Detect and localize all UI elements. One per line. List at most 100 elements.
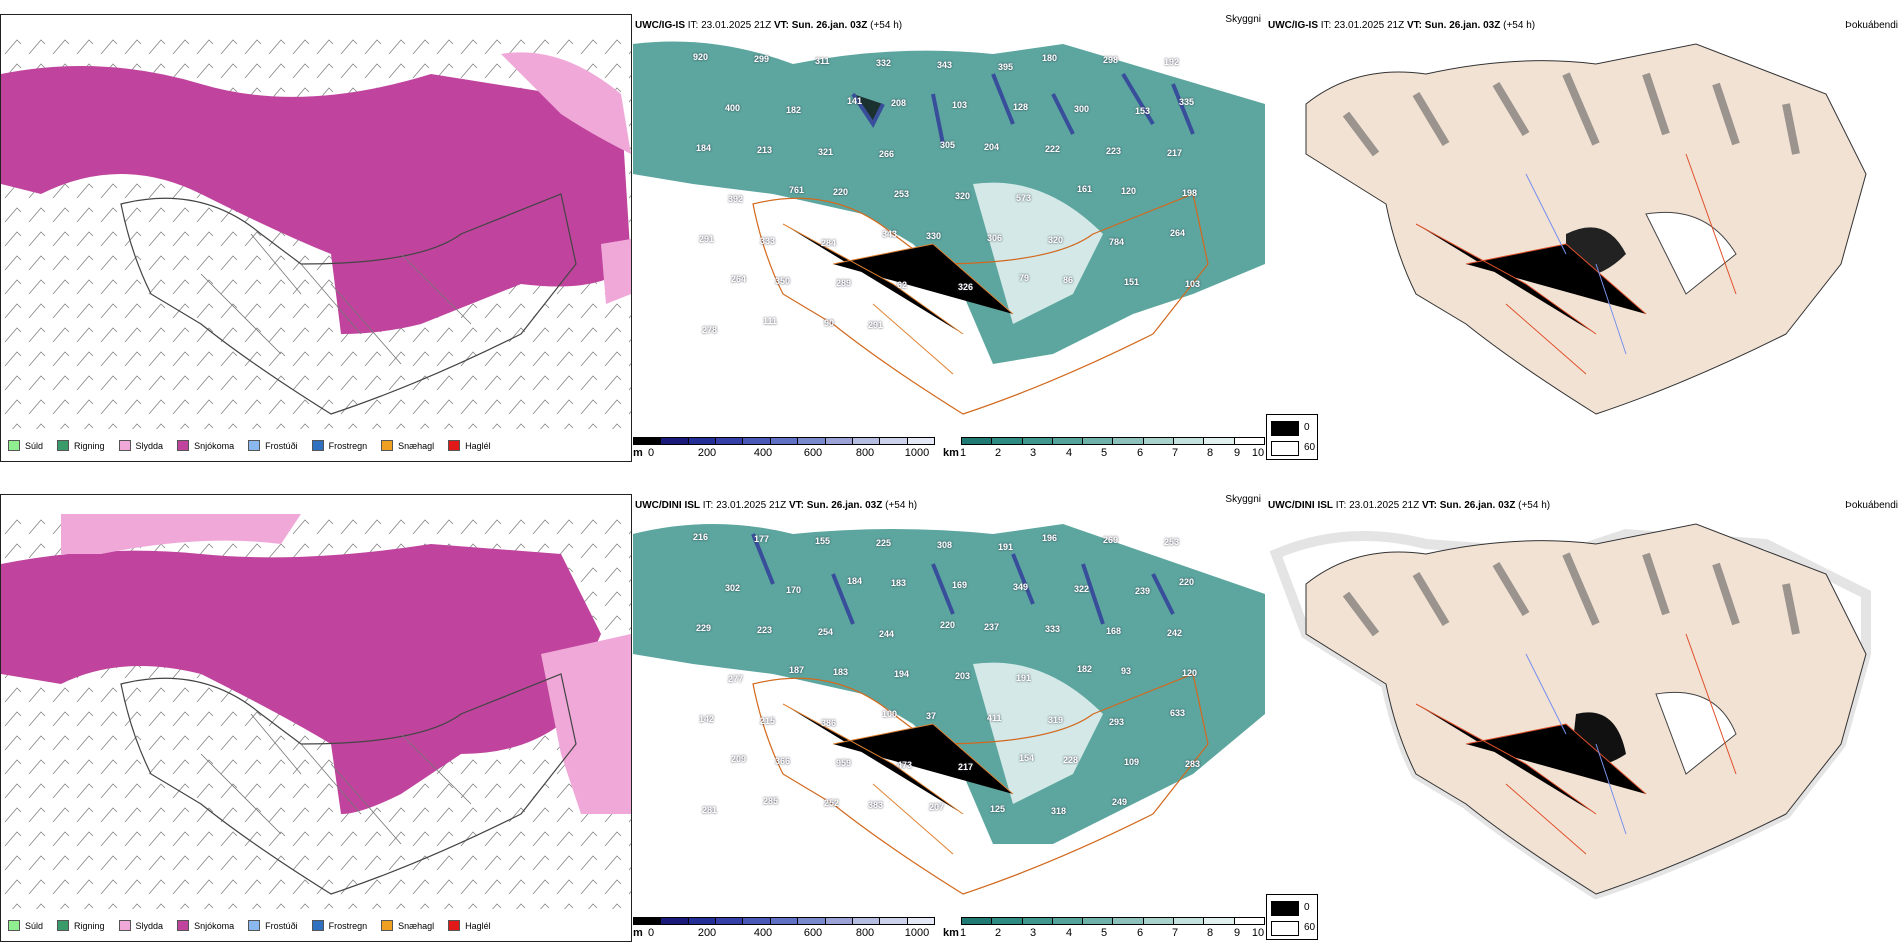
legend-swatch xyxy=(381,920,394,931)
peak-height-label: 191 xyxy=(1016,673,1032,683)
init-time: 23.01.2025 21Z xyxy=(701,20,772,31)
colorbar-cell xyxy=(634,438,662,444)
peak-height-label: 154 xyxy=(1019,753,1035,763)
peak-height-label: 222 xyxy=(1045,144,1061,154)
peak-height-label: 326 xyxy=(958,282,974,292)
tick-label: 8 xyxy=(1206,927,1214,939)
peak-height-label: 278 xyxy=(702,325,718,335)
peak-height-label: 217 xyxy=(1167,148,1183,158)
tick-label: 4 xyxy=(1065,927,1073,939)
legend-item: Rigning xyxy=(57,920,105,931)
tick-label: 5 xyxy=(1100,447,1108,459)
peak-height-label: 120 xyxy=(1182,668,1198,678)
colorbar-cell xyxy=(743,438,771,444)
tick-label: 5 xyxy=(1100,927,1108,939)
legend-item: Frostregn xyxy=(311,920,367,931)
peak-height-label: 400 xyxy=(725,103,741,113)
legend-swatch xyxy=(8,920,20,931)
colorbar-cell xyxy=(1234,438,1264,444)
peak-height-label: 86 xyxy=(1063,275,1074,285)
peak-height-label: 959 xyxy=(836,758,852,768)
legend-label: Frostregn xyxy=(328,440,368,451)
fog-value-60: 60 xyxy=(1304,922,1316,933)
legend-item: Frostregn xyxy=(311,440,368,451)
tick-label: 2 xyxy=(994,927,1002,939)
legend-item: Snjókoma xyxy=(177,440,234,451)
peak-height-label: 300 xyxy=(1074,104,1090,114)
peak-height-label: 298 xyxy=(1103,55,1119,65)
colorbar-cell xyxy=(688,438,717,444)
peak-height-label: 242 xyxy=(1167,628,1183,638)
peak-height-label: 90 xyxy=(824,318,835,328)
it-label: IT: xyxy=(687,20,699,31)
peak-height-label: 100 xyxy=(882,709,898,719)
peak-labels: 216 177 155 225 308 191 196 269 253 302 170 184 183 1… xyxy=(633,514,1265,909)
legend-item: Frostúði xyxy=(248,440,298,451)
peak-height-label: 253 xyxy=(1164,537,1180,547)
peak-height-label: 761 xyxy=(789,185,805,195)
colorbar-cell xyxy=(962,918,993,924)
tick-label: 800 xyxy=(855,447,875,459)
peak-height-label: 343 xyxy=(882,229,898,239)
peak-height-label: 264 xyxy=(1170,228,1186,238)
peak-height-label: 196 xyxy=(1042,533,1058,543)
peak-height-label: 322 xyxy=(1074,584,1090,594)
lead-time: (+54 h) xyxy=(1503,20,1536,31)
panel-header: UWC/IG-IS IT: 23.01.2025 21Z VT: Sun. 26… xyxy=(635,20,902,31)
peak-height-label: 182 xyxy=(786,105,802,115)
peak-height-label: 335 xyxy=(1179,97,1195,107)
vt-label: VT: xyxy=(773,20,789,31)
fog-value-60: 60 xyxy=(1304,442,1316,453)
tick-label: 4 xyxy=(1065,447,1073,459)
peak-height-label: 228 xyxy=(1063,755,1079,765)
peak-height-label: 237 xyxy=(984,622,1000,632)
colorbar-cell xyxy=(1143,438,1175,444)
field-label-fog: Þokuábendi xyxy=(1845,500,1898,511)
legend-label: Snæhagl xyxy=(398,440,435,451)
peak-height-label: 305 xyxy=(940,140,956,150)
tick-label: 9 xyxy=(1233,447,1241,459)
peak-height-label: 383 xyxy=(868,800,884,810)
legend-swatch xyxy=(57,440,70,451)
legend-swatch xyxy=(8,440,20,451)
legend-swatch xyxy=(177,440,190,451)
peak-height-label: 142 xyxy=(699,714,715,724)
colorbar-cell xyxy=(1143,918,1175,924)
peak-height-label: 194 xyxy=(894,669,910,679)
peak-height-label: 573 xyxy=(1016,193,1032,203)
legend-label: Súld xyxy=(25,440,44,451)
fog-value-0: 0 xyxy=(1304,422,1310,433)
legend-label: Frostúði xyxy=(265,920,298,931)
model-name: UWC/DINI ISL xyxy=(635,500,700,511)
colorbar-cell xyxy=(1052,918,1084,924)
peak-height-label: 184 xyxy=(847,576,863,586)
peak-height-label: 187 xyxy=(789,665,805,675)
peak-height-label: 252 xyxy=(824,798,840,808)
tick-label: 600 xyxy=(803,447,823,459)
peak-height-label: 291 xyxy=(868,320,884,330)
peak-height-label: 223 xyxy=(1106,146,1122,156)
tick-label: 10 xyxy=(1251,447,1265,459)
legend-swatch xyxy=(448,920,461,931)
peak-height-label: 473 xyxy=(897,760,913,770)
fog-swatch-0 xyxy=(1271,901,1299,916)
legend-swatch xyxy=(248,440,261,451)
colorbar-cell xyxy=(1174,438,1205,444)
peak-height-label: 281 xyxy=(702,805,718,815)
panel-header: UWC/DINI ISL IT: 23.01.2025 21Z VT: Sun.… xyxy=(1268,500,1550,511)
colorbar-cell xyxy=(907,438,934,444)
peak-height-label: 177 xyxy=(754,534,770,544)
peak-height-label: 291 xyxy=(699,234,715,244)
peak-height-label: 141 xyxy=(847,96,863,106)
peak-height-label: 216 xyxy=(693,532,709,542)
it-label: IT: xyxy=(1335,500,1347,511)
row-bottom: UWC/DINI ISL IT: 23.01.2025 21Z VT: Sun.… xyxy=(0,480,1900,950)
peak-height-label: 285 xyxy=(763,796,779,806)
cloud-base-map xyxy=(633,524,1265,895)
peak-height-label: 633 xyxy=(1170,708,1186,718)
panel-header: UWC/DINI ISL IT: 23.01.2025 21Z VT: Sun.… xyxy=(635,500,917,511)
tick-label: 2 xyxy=(994,447,1002,459)
peak-height-label: 266 xyxy=(879,149,895,159)
colorbar-cell xyxy=(770,438,799,444)
elevation-colorbar xyxy=(633,917,935,925)
